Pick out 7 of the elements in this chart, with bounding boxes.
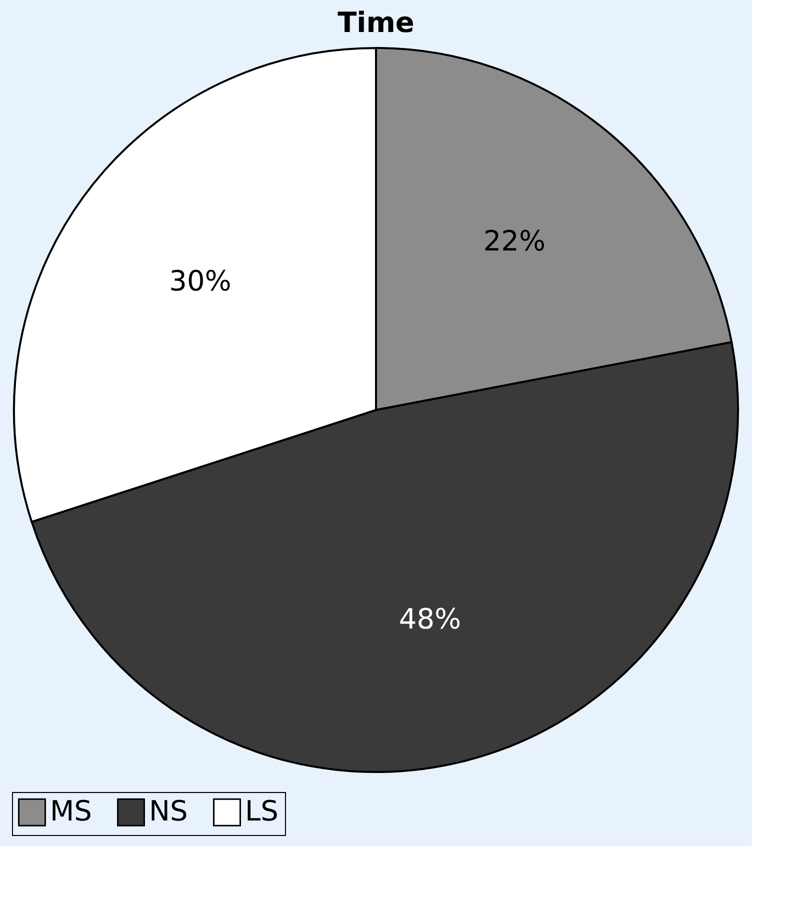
legend-label: LS [245,794,278,828]
data-label: 22% [483,224,546,258]
data-label: 48% [398,602,462,636]
chart-title: Time [338,6,414,39]
legend-label: NS [149,794,188,828]
data-label: 30% [169,264,232,298]
legend-label: MS [50,794,92,828]
